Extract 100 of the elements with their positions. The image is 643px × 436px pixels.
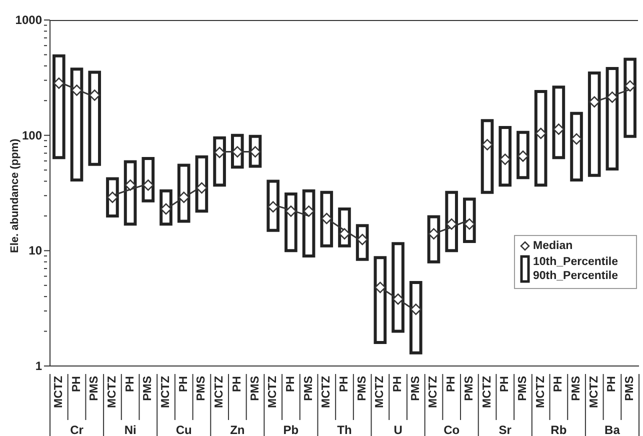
x-tick-label: PMS [88,376,101,401]
point [88,90,100,101]
bar [338,207,351,248]
text: U [394,423,402,436]
point [446,218,458,230]
x-tick-label: PH [606,376,618,392]
x-tick-label: PH [338,376,350,392]
point [374,282,386,294]
bar [570,112,583,182]
x-tick-label: PMS [624,376,636,401]
bar [106,177,119,218]
point [624,80,636,92]
bar [320,190,334,248]
point [267,201,279,212]
x-tick-label: PMS [196,376,208,401]
text: Ba [604,423,620,436]
x-tick-label: PMS [516,376,529,401]
bar [445,190,458,252]
bar [534,90,548,187]
bar [142,156,155,202]
point [570,133,582,145]
bar [409,280,422,354]
point [517,150,529,162]
text: Co [444,423,460,436]
x-tick-label: PH [499,376,512,392]
bar [124,160,137,226]
x-tick-label: PMS [463,376,476,401]
x-tick-label: PH [231,376,244,392]
x-tick-label: PH [392,376,404,392]
y-tick-label: 1000 [15,13,42,27]
point [214,146,226,158]
x-tick-label: PH [124,376,136,392]
text: Rb [550,423,567,436]
x-tick-label: PH [552,376,565,392]
point [588,96,600,108]
x-tick-label: MCTZ [320,376,333,408]
text: Cr [70,423,84,436]
x-tick-label: PMS [249,376,262,401]
bar [552,86,566,160]
bar [302,189,316,258]
y-axis-title: Ele. abundance (ppm) [8,138,21,253]
bar [498,126,512,187]
bar [588,72,601,177]
point [303,206,314,217]
text: Sr [498,423,512,436]
bar [284,192,298,252]
point [71,84,82,96]
text: Th [337,423,352,436]
x-tick-label: PMS [570,376,583,401]
x-tick-label: PMS [410,376,422,401]
bar [266,180,280,232]
x-tick-label: MCTZ [374,376,386,408]
bar [70,68,84,182]
point [392,293,404,305]
text: Ni [124,423,136,436]
point [428,228,440,240]
point [535,128,546,140]
legend-label: Median [533,239,573,253]
bar [427,215,440,264]
bar [374,256,387,344]
bar [480,119,494,194]
x-tick-label: MCTZ [160,376,172,408]
point [53,78,65,89]
text: Cu [176,423,192,436]
point [321,212,332,224]
bar [160,189,172,226]
bar [516,130,530,180]
x-tick-label: MCTZ [428,376,440,408]
bar [213,136,226,187]
bar [463,198,476,244]
x-tick-label: PMS [356,376,368,401]
bar [195,155,208,213]
point [124,179,136,191]
legend-label: 10th_Percentile 90th_Percentile [533,255,620,283]
point [285,206,297,217]
bar [624,58,636,138]
x-tick-label: PH [446,376,458,392]
point [553,124,564,135]
x-tick-label: MCTZ [106,376,118,408]
x-tick-label: MCTZ [481,376,494,408]
text: Pb [283,423,299,436]
point [606,92,618,103]
x-tick-label: PH [284,376,297,392]
text: Zn [230,423,245,436]
point [410,304,422,315]
point [178,192,190,203]
bar [230,134,244,169]
y-tick-label: 100 [22,128,42,142]
x-tick-label: PMS [142,376,154,401]
point [499,154,511,165]
point [338,228,350,240]
y-tick-label: 1 [35,359,42,373]
x-tick-label: PMS [302,376,315,401]
bar [606,66,619,171]
y-tick-label: 10 [28,244,42,258]
bar [88,70,102,166]
x-tick-label: MCTZ [534,376,547,408]
x-tick-label: MCTZ [214,376,226,408]
x-tick-label: PH [70,376,83,392]
x-tick-label: MCTZ [588,376,600,408]
